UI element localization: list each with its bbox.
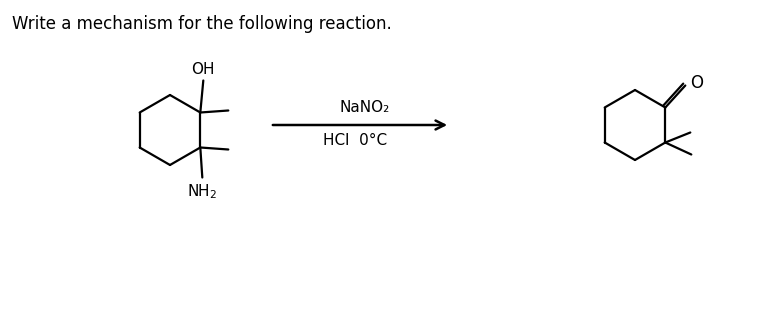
Text: Write a mechanism for the following reaction.: Write a mechanism for the following reac… [12, 15, 391, 33]
Text: OH: OH [191, 61, 215, 77]
Text: HCl  0°C: HCl 0°C [323, 133, 387, 148]
Text: O: O [691, 75, 703, 93]
Text: NaNO₂: NaNO₂ [340, 100, 390, 115]
Text: NH$_2$: NH$_2$ [188, 182, 218, 201]
